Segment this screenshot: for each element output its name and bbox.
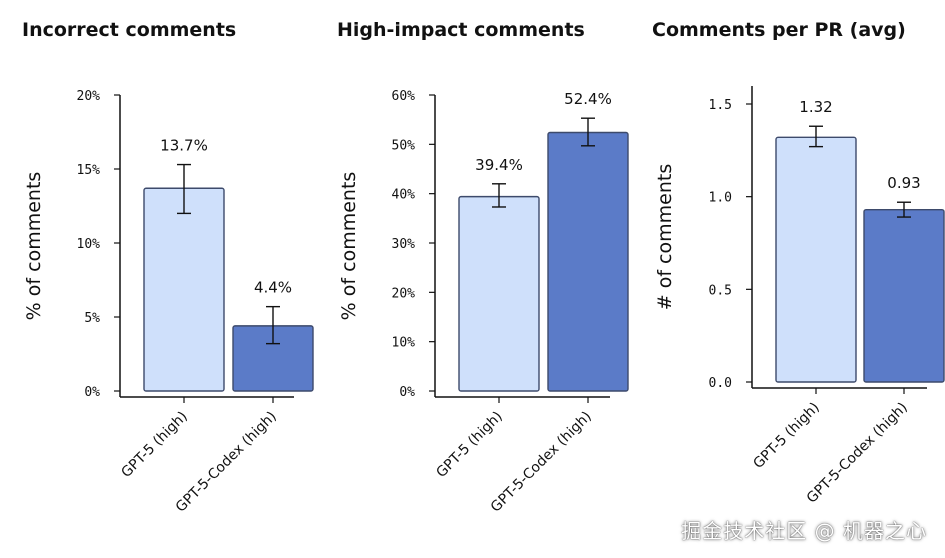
error-bar bbox=[492, 183, 506, 208]
y-tick-label: 30% bbox=[392, 237, 416, 252]
data-label: 1.32 bbox=[799, 98, 832, 116]
y-tick-label: 0% bbox=[399, 385, 415, 400]
y-tick-label: 1.0 bbox=[709, 191, 732, 206]
error-bar bbox=[266, 305, 280, 345]
bar-gpt-5-high bbox=[775, 136, 857, 383]
error-bar bbox=[177, 163, 191, 215]
y-axis-label: % of comments bbox=[338, 172, 360, 321]
y-axis-label: % of comments bbox=[23, 172, 45, 321]
y-tick-label: 60% bbox=[392, 89, 416, 104]
data-label: 52.4% bbox=[564, 90, 612, 108]
x-tick-label: GPT-5 (high) bbox=[750, 400, 822, 472]
y-tick-label: 0% bbox=[84, 385, 100, 400]
error-bar bbox=[897, 201, 911, 218]
chart-title: High-impact comments bbox=[337, 19, 585, 41]
chart-panel-3: Comments per PR (avg) # of comments 0.0 0.5… bbox=[652, 19, 945, 507]
bar-gpt-5-high bbox=[143, 187, 225, 392]
y-axis-label: # of comments bbox=[654, 164, 676, 310]
error-bar bbox=[581, 117, 595, 147]
watermark: 掘金技术社区 @ 机器之心 bbox=[681, 519, 927, 543]
error-bar bbox=[809, 125, 823, 148]
y-tick-label: 5% bbox=[84, 311, 100, 326]
y-tick-label: 0.5 bbox=[709, 283, 732, 298]
x-tick-label: GPT-5-Codex (high) bbox=[804, 400, 911, 507]
y-tick-label: 40% bbox=[392, 188, 416, 203]
bar-gpt-5-high bbox=[458, 195, 540, 392]
y-tick-label: 10% bbox=[392, 336, 416, 351]
y-tick-label: 10% bbox=[77, 237, 101, 252]
y-tick-label: 1.5 bbox=[709, 98, 732, 113]
x-tick-label: GPT-5 (high) bbox=[118, 409, 190, 481]
chart-title: Incorrect comments bbox=[22, 19, 236, 41]
data-label: 4.4% bbox=[254, 279, 292, 297]
bar-gpt-5-codex-high bbox=[863, 208, 945, 383]
bar-gpt-5-codex-high bbox=[547, 131, 629, 392]
chart-panel-1: Incorrect comments % of comments 0% 5% 10% 15… bbox=[22, 19, 314, 516]
data-label: 0.93 bbox=[887, 174, 920, 192]
y-tick-label: 50% bbox=[392, 138, 416, 153]
chart-title: Comments per PR (avg) bbox=[652, 19, 906, 41]
data-label: 39.4% bbox=[475, 156, 523, 174]
y-tick-label: 20% bbox=[392, 286, 416, 301]
x-tick-label: GPT-5-Codex (high) bbox=[173, 409, 280, 516]
y-tick-label: 20% bbox=[77, 89, 101, 104]
chart-panel-2: High-impact comments % of comments 0% 10% 20… bbox=[337, 19, 629, 516]
data-label: 13.7% bbox=[160, 137, 208, 155]
x-tick-label: GPT-5 (high) bbox=[433, 409, 505, 481]
y-tick-label: 15% bbox=[77, 163, 101, 178]
x-tick-label: GPT-5-Codex (high) bbox=[488, 409, 595, 516]
y-tick-label: 0.0 bbox=[709, 376, 732, 391]
